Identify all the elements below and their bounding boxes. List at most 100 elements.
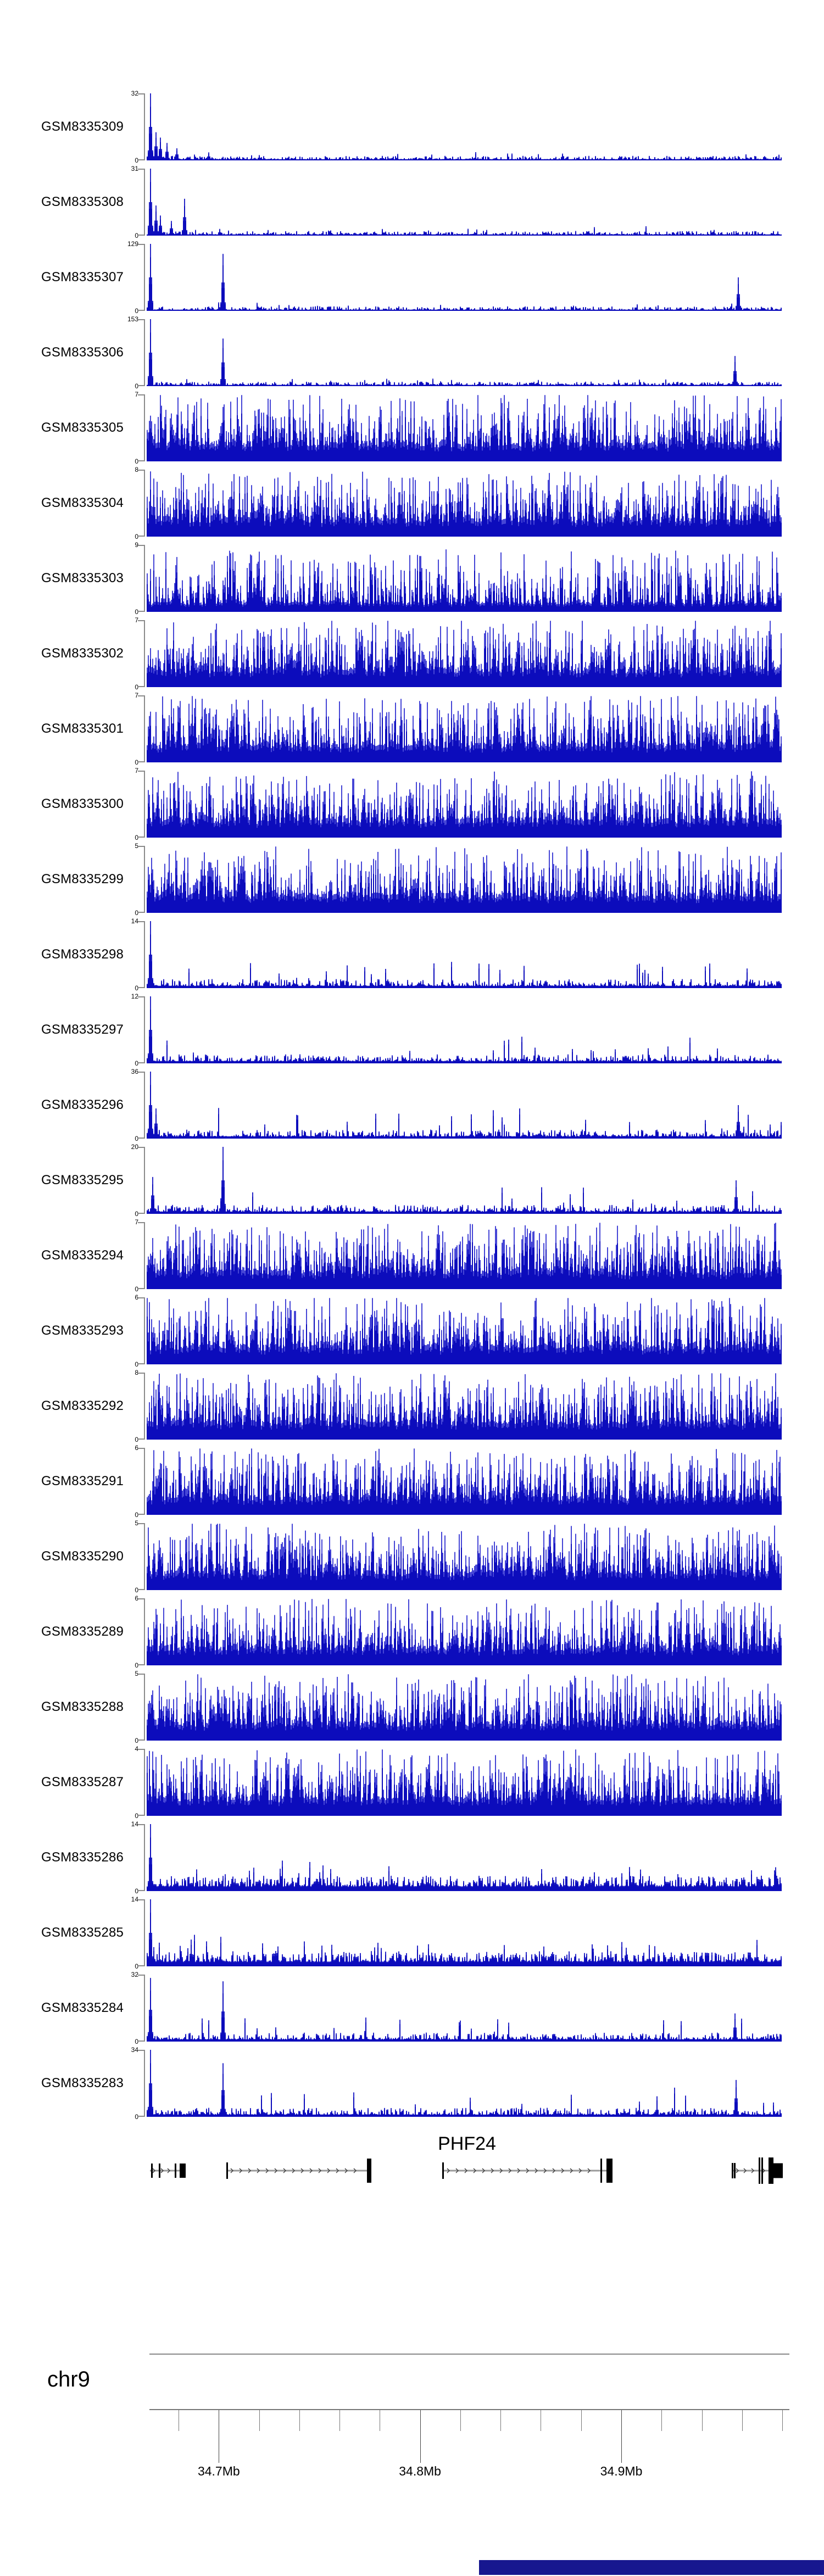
track-label: GSM8335294 [41, 1248, 124, 1263]
y-axis-tick [138, 987, 144, 988]
signal-track: GSM8335285 14 0 [0, 1895, 824, 1970]
y-axis-tick [138, 837, 144, 838]
y-axis-max-label: 8 [135, 1369, 138, 1376]
exon-block [442, 2162, 444, 2179]
ruler-minor-tick [701, 2410, 703, 2431]
y-axis-max-label: 6 [135, 1444, 138, 1452]
y-axis-tick [138, 1222, 144, 1223]
y-axis-line [144, 771, 145, 838]
y-axis-tick [138, 912, 144, 913]
y-axis-zero-label: 0 [135, 1737, 138, 1744]
strand-arrow-icon [455, 2168, 459, 2173]
track-label: GSM8335305 [41, 420, 124, 435]
ruler-position-label: 34.7Mb [197, 2464, 240, 2478]
y-axis-line [144, 695, 145, 762]
y-axis-line [144, 244, 145, 311]
strand-arrow-icon [743, 2168, 747, 2173]
strand-arrow-icon [265, 2168, 269, 2173]
signal-track: GSM8335303 9 0 [0, 542, 824, 615]
signal-track: GSM8335287 4 0 [0, 1745, 824, 1819]
y-axis-zero-label: 0 [135, 1887, 138, 1895]
strand-arrow-icon [473, 2168, 476, 2173]
exon-block [732, 2163, 733, 2178]
y-axis-zero-label: 0 [135, 1060, 138, 1067]
ruler-minor-tick [299, 2410, 300, 2431]
track-label: GSM8335287 [41, 1775, 124, 1789]
signal-track: GSM8335294 7 0 [0, 1219, 824, 1293]
signal-track: GSM8335308 31 0 [0, 165, 824, 239]
y-axis-tick [138, 1674, 144, 1675]
exon-block [151, 2164, 153, 2178]
exon-block [606, 2159, 613, 2183]
y-axis-line [144, 545, 145, 612]
y-axis-max-label: 4 [135, 1745, 138, 1753]
coverage-signal [147, 696, 782, 762]
y-axis-max-label: 7 [135, 692, 138, 699]
y-axis-tick [138, 394, 144, 395]
coverage-signal [147, 921, 782, 988]
strand-arrow-icon [751, 2168, 754, 2173]
y-axis-tick [138, 1288, 144, 1289]
strand-arrow-icon [578, 2168, 582, 2173]
coverage-signal [147, 1599, 782, 1665]
coverage-signal [147, 621, 782, 687]
strand-arrow-icon [318, 2168, 321, 2173]
horizontal-scrollbar-thumb[interactable] [479, 2560, 824, 2575]
y-axis-max-label: 34 [131, 2046, 138, 2054]
y-axis-zero-label: 0 [135, 232, 138, 239]
y-axis-tick [138, 1824, 144, 1825]
coverage-signal [147, 471, 782, 537]
track-label: GSM8335288 [41, 1699, 124, 1714]
track-label: GSM8335298 [41, 947, 124, 962]
y-axis-max-label: 5 [135, 842, 138, 850]
y-axis-line [144, 2050, 145, 2117]
y-axis-tick [138, 159, 144, 160]
y-axis-line [144, 1373, 145, 1440]
coverage-signal [147, 1147, 782, 1214]
track-label: GSM8335295 [41, 1173, 124, 1187]
y-axis-zero-label: 0 [135, 382, 138, 390]
ruler-minor-tick [500, 2410, 502, 2431]
signal-track: GSM8335293 6 0 [0, 1294, 824, 1368]
y-axis-max-label: 129 [127, 240, 138, 248]
y-axis-line [144, 1674, 145, 1741]
signal-track: GSM8335304 8 0 [0, 466, 824, 540]
signal-track: GSM8335306 153 0 [0, 316, 824, 390]
y-axis-tick [138, 235, 144, 236]
signal-track: GSM8335286 14 0 [0, 1821, 824, 1895]
strand-arrow-icon [482, 2168, 485, 2173]
y-axis-tick [138, 1363, 144, 1364]
signal-track: GSM8335302 7 0 [0, 617, 824, 690]
y-axis-max-label: 20 [131, 1143, 138, 1151]
track-label: GSM8335297 [41, 1022, 124, 1037]
y-axis-line [144, 1824, 145, 1891]
y-axis-tick [138, 846, 144, 847]
y-axis-tick [138, 2040, 144, 2042]
strand-arrow-icon [248, 2168, 251, 2173]
track-label: GSM8335291 [41, 1474, 124, 1488]
ruler-major-tick [621, 2410, 622, 2463]
y-axis-tick [138, 1749, 144, 1750]
y-axis-zero-label: 0 [135, 1511, 138, 1519]
strand-arrow-icon [535, 2168, 538, 2173]
strand-arrow-icon [274, 2168, 277, 2173]
ruler-minor-tick [581, 2410, 582, 2431]
y-axis-zero-label: 0 [135, 1285, 138, 1293]
ruler-axis-line [149, 2409, 789, 2410]
y-axis-tick [138, 385, 144, 386]
strand-arrow-icon [561, 2168, 564, 2173]
strand-arrow-icon [336, 2168, 339, 2173]
strand-arrow-icon [526, 2168, 529, 2173]
y-axis-tick [138, 1739, 144, 1741]
coverage-signal [147, 169, 782, 236]
y-axis-line [144, 921, 145, 988]
y-axis-max-label: 14 [131, 1895, 138, 1903]
signal-track: GSM8335301 7 0 [0, 692, 824, 766]
y-axis-tick [138, 1514, 144, 1515]
strand-arrow-icon [517, 2168, 520, 2173]
coverage-signal [147, 1899, 782, 1966]
track-label: GSM8335283 [41, 2076, 124, 2090]
signal-track: GSM8335283 34 0 [0, 2046, 824, 2120]
y-axis-tick [138, 1890, 144, 1891]
strand-arrow-icon [736, 2168, 739, 2173]
